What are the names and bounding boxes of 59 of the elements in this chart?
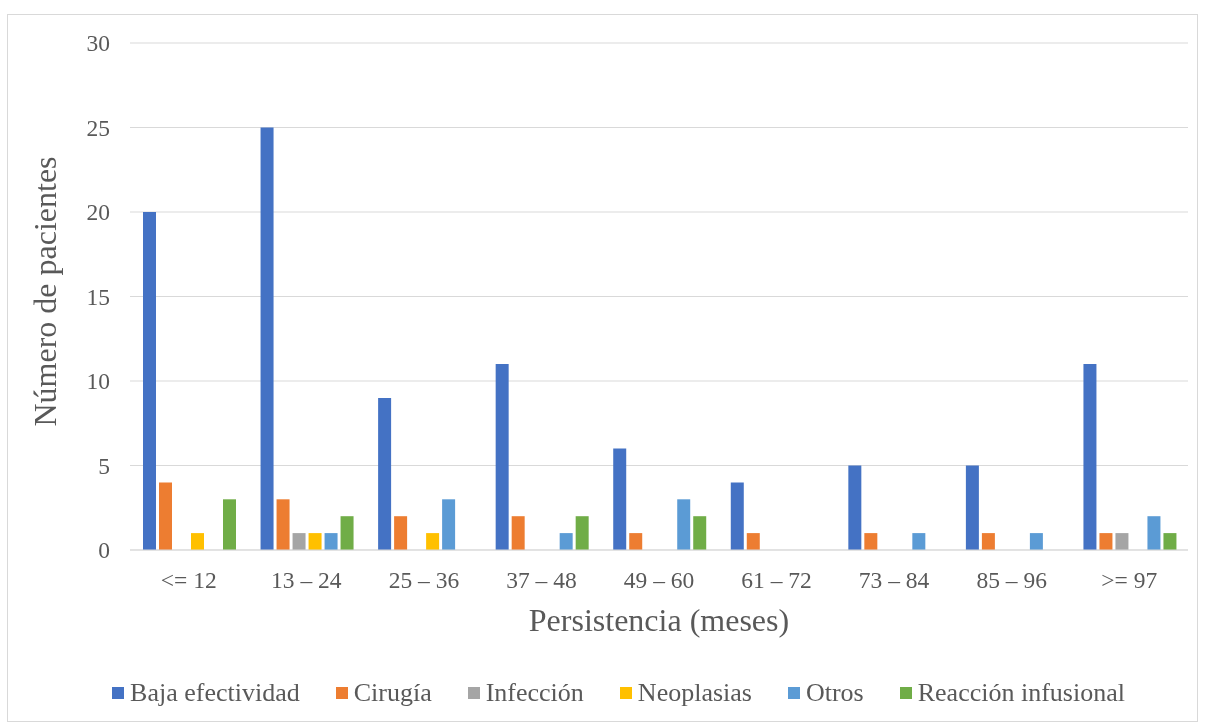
x-tick-label: 49 – 60 — [623, 566, 695, 593]
bar — [912, 533, 926, 550]
y-tick-label: 0 — [98, 537, 110, 564]
x-tick-label: 37 – 48 — [506, 566, 577, 593]
y-axis-title: Número de pacientes — [27, 156, 63, 427]
bar — [981, 533, 995, 550]
bar — [965, 465, 979, 550]
bar — [864, 533, 878, 550]
legend-label: Baja efectividad — [130, 678, 300, 708]
bar — [308, 533, 322, 550]
legend-label: Reacción infusional — [917, 678, 1125, 708]
bar — [677, 499, 691, 550]
bar — [276, 499, 290, 550]
bar — [629, 533, 643, 550]
legend-label: Infección — [485, 678, 584, 708]
bar — [1115, 533, 1129, 550]
x-tick-label: 13 – 24 — [271, 566, 342, 593]
bar — [693, 516, 707, 550]
bar — [442, 499, 456, 550]
x-tick-label: 73 – 84 — [858, 566, 930, 593]
y-tick-label: 5 — [98, 452, 110, 479]
bar — [324, 533, 338, 550]
y-tick-label: 20 — [86, 199, 110, 226]
y-tick-label: 15 — [86, 283, 110, 310]
bar — [1147, 516, 1161, 550]
bar — [1029, 533, 1043, 550]
legend-label: Neoplasias — [637, 678, 752, 708]
bar — [1163, 533, 1177, 550]
bar — [1083, 364, 1097, 550]
bar — [378, 397, 392, 550]
bar — [191, 533, 204, 550]
legend-label: Cirugía — [353, 678, 432, 708]
x-tick-label: >= 97 — [1101, 566, 1158, 593]
x-axis-title: Persistencia (meses) — [528, 602, 790, 638]
legend-label: Otros — [805, 678, 864, 708]
bar — [575, 516, 589, 550]
bar — [426, 533, 440, 550]
x-tick-label: <= 12 — [160, 566, 217, 593]
bar — [613, 448, 627, 550]
x-tick-label: 85 – 96 — [976, 566, 1048, 593]
bar — [340, 516, 354, 550]
y-tick-label: 30 — [86, 30, 110, 57]
y-tick-label: 25 — [86, 114, 110, 141]
bar — [159, 482, 172, 550]
bar — [511, 516, 525, 550]
bar — [848, 465, 862, 550]
bar — [495, 364, 509, 550]
bar — [292, 533, 306, 550]
bar — [260, 127, 274, 550]
bar — [559, 533, 573, 550]
bar — [394, 516, 408, 550]
bar — [143, 212, 156, 550]
x-tick-label: 61 – 72 — [741, 566, 812, 593]
y-tick-label: 10 — [86, 368, 110, 395]
bar — [1099, 533, 1113, 550]
bar — [223, 499, 236, 550]
bar — [746, 533, 760, 550]
bar — [730, 482, 744, 550]
x-tick-label: 25 – 36 — [388, 566, 460, 593]
